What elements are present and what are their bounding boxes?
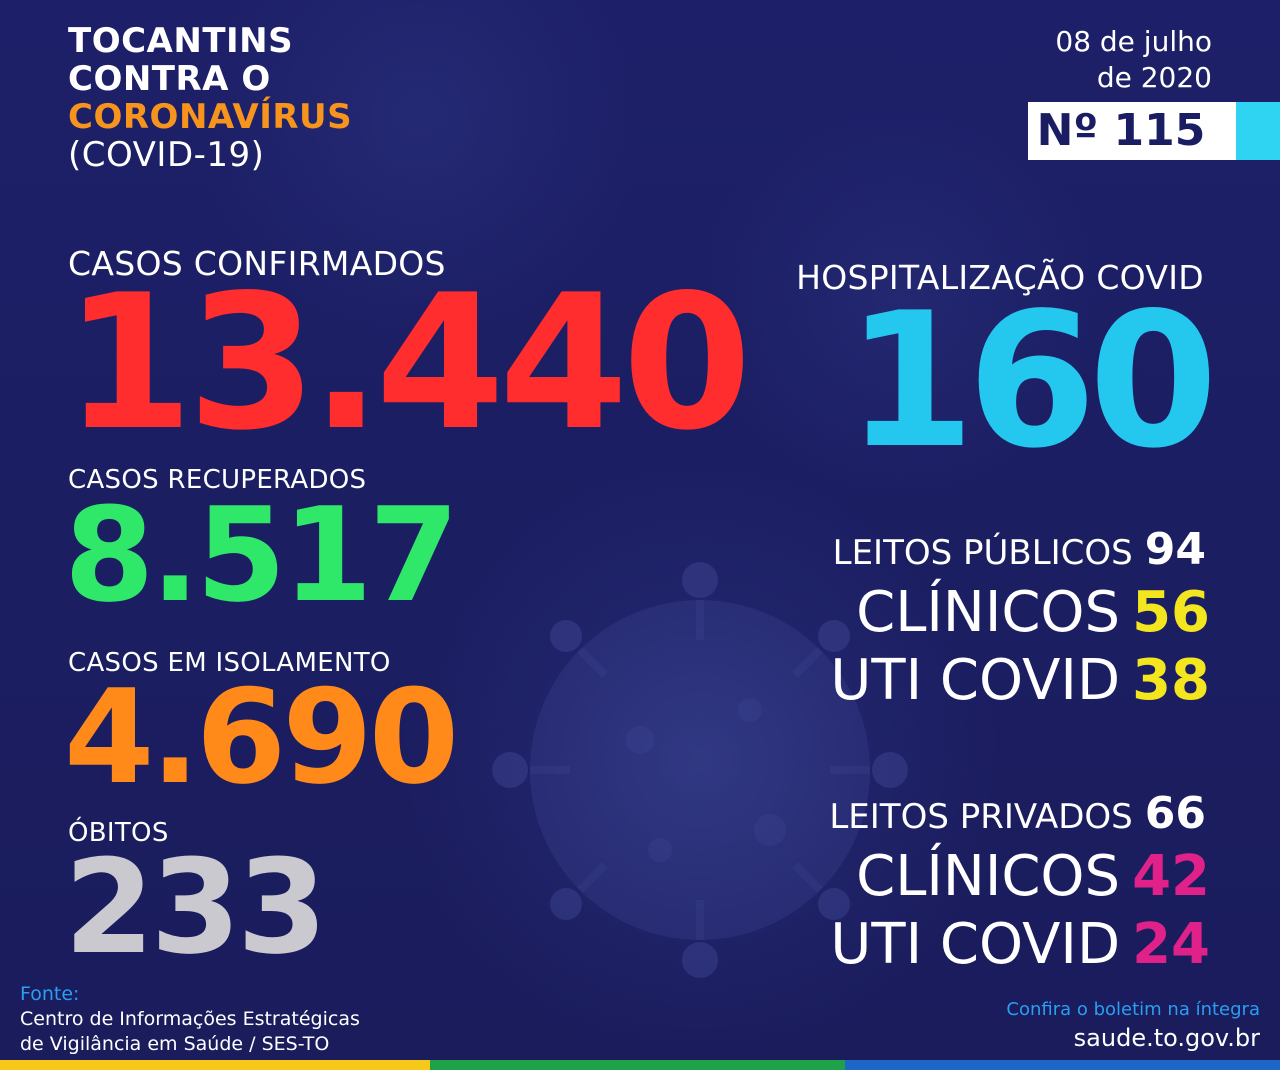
private-clinical-value: 42 xyxy=(1132,844,1210,909)
private-clinical-row: CLÍNICOS 42 xyxy=(856,844,1210,909)
page-title: TOCANTINS CONTRA O CORONAVÍRUS (COVID-19… xyxy=(68,22,352,174)
stripe-blue xyxy=(845,1060,1280,1070)
stripe-yellow xyxy=(0,1060,430,1070)
stripe-green xyxy=(430,1060,845,1070)
date-line2: de 2020 xyxy=(1096,61,1212,94)
confirmed-value: 13.440 xyxy=(64,254,752,471)
private-icu-row: UTI COVID 24 xyxy=(830,912,1210,977)
full-bulletin-link[interactable]: Confira o boletim na íntegra saude.to.go… xyxy=(1006,996,1260,1052)
issue-number: Nº 115 xyxy=(1028,102,1236,160)
hospitalization-value: 160 xyxy=(845,272,1218,489)
date-line1: 08 de julho xyxy=(1055,25,1212,58)
confirmed-label: CASOS CONFIRMADOS xyxy=(68,244,446,283)
private-icu-label: UTI COVID xyxy=(830,912,1121,977)
private-beds-value: 66 xyxy=(1144,788,1206,839)
title-line4: (COVID-19) xyxy=(68,135,265,175)
recovered-label: CASOS RECUPERADOS xyxy=(68,465,367,495)
title-line3: CORONAVÍRUS xyxy=(68,97,353,137)
public-beds-value: 94 xyxy=(1144,524,1206,575)
title-line2: CONTRA O xyxy=(68,59,271,99)
public-beds-label: LEITOS PÚBLICOS xyxy=(832,533,1133,573)
private-beds-label: LEITOS PRIVADOS xyxy=(829,797,1133,837)
deaths-value: 233 xyxy=(64,831,327,983)
public-beds-row: LEITOS PÚBLICOS 94 xyxy=(833,524,1210,575)
recovered-value: 8.517 xyxy=(64,479,459,631)
coronavirus-icon xyxy=(492,562,908,978)
public-clinical-value: 56 xyxy=(1132,580,1210,645)
source-heading: Fonte: xyxy=(20,983,80,1005)
deaths-label: ÓBITOS xyxy=(68,818,169,848)
hospitalization-label: HOSPITALIZAÇÃO COVID xyxy=(796,258,1204,297)
isolation-label: CASOS EM ISOLAMENTO xyxy=(68,648,391,678)
public-clinical-label: CLÍNICOS xyxy=(856,580,1121,645)
public-icu-label: UTI COVID xyxy=(830,648,1121,713)
bulletin-date: 08 de julho de 2020 xyxy=(1055,24,1212,96)
flag-stripe xyxy=(0,1060,1280,1070)
website-url[interactable]: saude.to.gov.br xyxy=(1073,1024,1260,1052)
public-icu-row: UTI COVID 38 xyxy=(830,648,1210,713)
full-bulletin-text: Confira o boletim na íntegra xyxy=(1006,999,1260,1020)
issue-accent-bar xyxy=(1236,102,1280,160)
public-clinical-row: CLÍNICOS 56 xyxy=(856,580,1210,645)
isolation-value: 4.690 xyxy=(64,661,459,813)
source-line1: Centro de Informações Estratégicas xyxy=(20,1008,360,1030)
private-icu-value: 24 xyxy=(1132,912,1210,977)
source-credit: Fonte: Centro de Informações Estratégica… xyxy=(20,982,360,1057)
private-clinical-label: CLÍNICOS xyxy=(856,844,1121,909)
title-line1: TOCANTINS xyxy=(68,21,294,61)
source-line2: de Vigilância em Saúde / SES-TO xyxy=(20,1033,330,1055)
public-icu-value: 38 xyxy=(1132,648,1210,713)
private-beds-row: LEITOS PRIVADOS 66 xyxy=(829,788,1210,839)
